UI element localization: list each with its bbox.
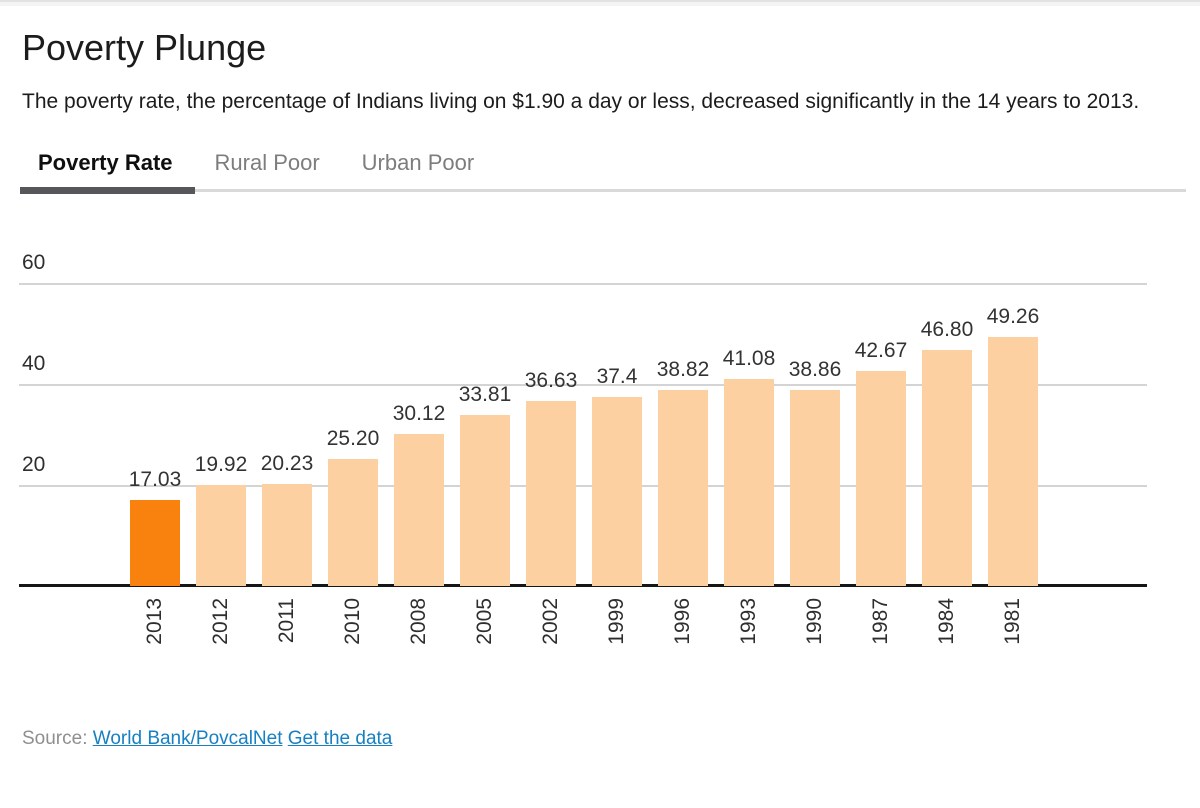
- x-axis-year-label: 2002: [539, 598, 562, 645]
- bar-column: 46.80 1984: [920, 192, 974, 645]
- x-axis-year-label: 1990: [803, 598, 826, 645]
- bar-value-label: 19.92: [194, 453, 248, 476]
- bar-value-label: 30.12: [392, 402, 446, 425]
- tab-urban-poor[interactable]: Urban Poor: [362, 146, 475, 189]
- bar[interactable]: [328, 459, 378, 586]
- source-link[interactable]: World Bank/PovcalNet: [92, 728, 283, 749]
- y-axis-tick-label: 60: [22, 251, 46, 274]
- bar[interactable]: [592, 397, 642, 586]
- bar-value-label: 36.63: [524, 369, 578, 392]
- gridline: [19, 485, 1147, 487]
- bar-value-label: 46.80: [920, 318, 974, 341]
- bar[interactable]: [856, 371, 906, 586]
- bar-value-label: 20.23: [260, 452, 314, 475]
- bar-value-label: 38.82: [656, 358, 710, 381]
- bar-column: 38.86 1990: [788, 192, 842, 645]
- bar[interactable]: [394, 434, 444, 586]
- y-axis-tick-label: 20: [22, 453, 46, 476]
- x-axis-year-label: 2008: [407, 598, 430, 645]
- tab-label: Urban Poor: [361, 150, 475, 175]
- bar-column: 36.63 2002: [524, 192, 578, 645]
- bar-column: 25.20 2010: [326, 192, 380, 645]
- bar[interactable]: [526, 401, 576, 586]
- bar-column: 42.67 1987: [854, 192, 908, 645]
- source-line: Source: World Bank/PovcalNet Get the dat…: [22, 728, 1178, 750]
- page-title: Poverty Plunge: [22, 27, 267, 68]
- bar-column: 20.23 2011: [260, 192, 314, 643]
- y-axis-tick-label: 40: [22, 352, 46, 375]
- window-top-strip: [0, 0, 1200, 6]
- bar[interactable]: [922, 350, 972, 586]
- bar[interactable]: [460, 415, 510, 586]
- bar-value-label: 17.03: [128, 468, 182, 491]
- x-axis-year-label: 1981: [1001, 598, 1024, 645]
- tab-label: Rural Poor: [214, 150, 320, 175]
- bar[interactable]: [658, 390, 708, 586]
- x-axis-year-label: 2011: [275, 598, 298, 644]
- bar-chart: 20 40 60 17.03 2013 19.92 2012 20.23 2011 …: [19, 192, 1178, 664]
- bar[interactable]: [130, 500, 180, 586]
- chart-tabs: Poverty Rate Rural Poor Urban Poor: [20, 146, 1186, 194]
- bar-value-label: 33.81: [458, 383, 512, 406]
- x-axis-year-label: 2012: [209, 598, 232, 645]
- tab-label: Poverty Rate: [38, 150, 173, 175]
- tab-rural-poor[interactable]: Rural Poor: [215, 146, 320, 189]
- article-body: Poverty Plunge The poverty rate, the per…: [0, 26, 1200, 750]
- bar-column: 30.12 2008: [392, 192, 446, 645]
- bar[interactable]: [196, 485, 246, 586]
- gridline: [19, 384, 1147, 386]
- x-axis-year-label: 1987: [869, 598, 892, 645]
- x-axis-year-label: 1984: [935, 598, 958, 645]
- bar-column: 37.4 1999: [592, 192, 642, 645]
- x-axis-year-label: 1999: [605, 598, 628, 645]
- x-axis-year-label: 2013: [143, 598, 166, 645]
- x-axis-year-label: 2010: [341, 598, 364, 645]
- bar[interactable]: [262, 484, 312, 586]
- bar-column: 33.81 2005: [458, 192, 512, 645]
- bar-value-label: 41.08: [722, 347, 776, 370]
- get-the-data-link[interactable]: Get the data: [287, 728, 393, 749]
- bar-value-label: 38.86: [788, 358, 842, 381]
- page-subtitle: The poverty rate, the percentage of Indi…: [22, 90, 1140, 113]
- bar[interactable]: [790, 390, 840, 586]
- x-axis-year-label: 1996: [671, 598, 694, 645]
- bar-column: 17.03 2013: [128, 192, 182, 645]
- bar-column: 41.08 1993: [722, 192, 776, 645]
- bar-column: 38.82 1996: [656, 192, 710, 645]
- bars-container: 17.03 2013 19.92 2012 20.23 2011 25.20 2…: [128, 192, 1040, 645]
- bar-value-label: 25.20: [326, 427, 380, 450]
- gridline: [19, 283, 1147, 285]
- bar-column: 19.92 2012: [194, 192, 248, 645]
- bar-column: 49.26 1981: [986, 192, 1040, 645]
- x-axis-line: [19, 584, 1147, 587]
- tab-poverty-rate[interactable]: Poverty Rate: [20, 146, 195, 194]
- bar-value-label: 37.4: [596, 365, 638, 388]
- x-axis-year-label: 1993: [737, 598, 760, 645]
- source-label: Source:: [22, 728, 88, 749]
- bar[interactable]: [724, 379, 774, 586]
- x-axis-year-label: 2005: [473, 598, 496, 645]
- bar-value-label: 49.26: [986, 305, 1040, 328]
- bar-value-label: 42.67: [854, 339, 908, 362]
- bar[interactable]: [988, 337, 1038, 586]
